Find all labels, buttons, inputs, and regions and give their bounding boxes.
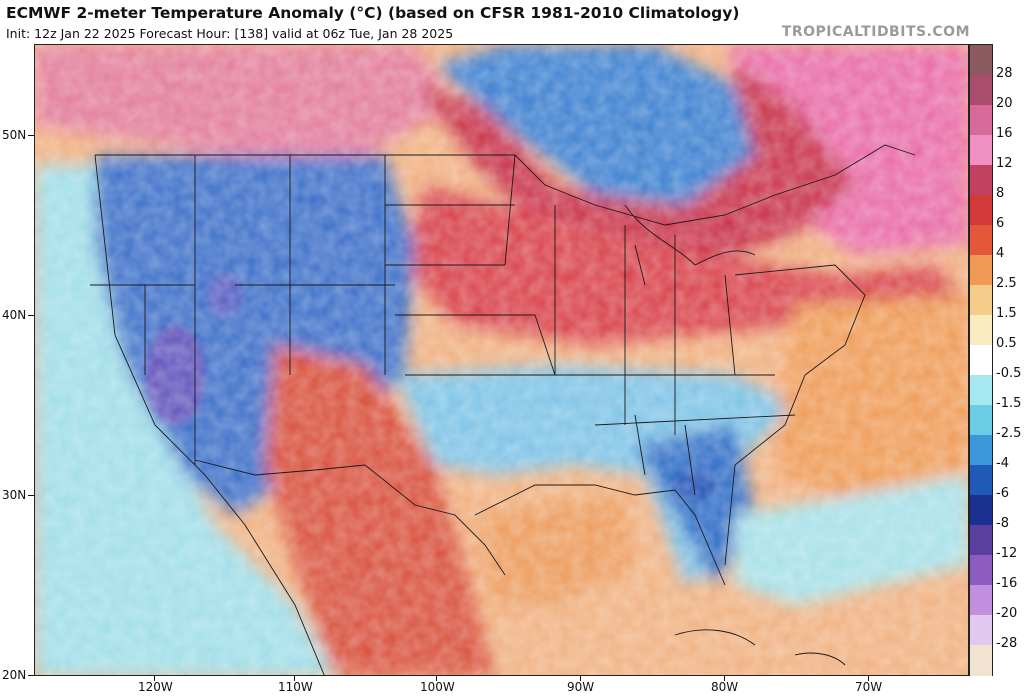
state-lines-east (554, 205, 796, 496)
lon-tick (436, 676, 437, 681)
us-canada-border (95, 144, 916, 226)
colorbar-level-label: -8 (996, 516, 1009, 531)
colorbar-swatch (970, 345, 992, 376)
colorbar-swatch (970, 165, 992, 196)
lon-label-90w: 90W (567, 680, 595, 694)
colorbar-swatch (970, 435, 992, 466)
political-borders (90, 144, 916, 675)
colorbar-level-label: 20 (996, 96, 1013, 111)
colorbar-swatch (970, 285, 992, 316)
map-title: ECMWF 2-meter Temperature Anomaly (°C) (… (6, 4, 740, 22)
colorbar-level-label: 28 (996, 66, 1013, 81)
colorbar-swatch (970, 45, 992, 76)
colorbar-level-label: 0.5 (996, 336, 1017, 351)
lat-label-20n: 20N (2, 668, 27, 682)
lon-tick (154, 676, 155, 681)
colorbar-swatch (970, 225, 992, 256)
colorbar-swatch (970, 465, 992, 496)
colorbar-level-label: 8 (996, 186, 1005, 201)
colorbar-level-label: -1.5 (996, 396, 1022, 411)
colorbar-swatch (970, 555, 992, 586)
colorbar-swatch (970, 105, 992, 136)
gulf-coast (474, 484, 726, 586)
colorbar-swatch (970, 135, 992, 166)
colorbar-swatch (970, 615, 992, 646)
colorbar-swatch (970, 495, 992, 526)
lat-tick (28, 495, 34, 496)
anomaly-map-canvas (35, 45, 968, 675)
colorbar (969, 44, 993, 676)
lat-tick (28, 675, 34, 676)
colorbar-swatch (970, 645, 992, 676)
colorbar-swatch (970, 525, 992, 556)
colorbar-swatch (970, 75, 992, 106)
colorbar-level-label: 12 (996, 156, 1013, 171)
lat-label-30n: 30N (2, 488, 27, 502)
anomaly-map (34, 44, 969, 676)
colorbar-level-label: -28 (996, 636, 1018, 651)
us-mexico-border (194, 459, 506, 576)
lon-label-120w: 120W (138, 680, 173, 694)
pacific-coast (94, 154, 325, 675)
colorbar-level-label: 16 (996, 126, 1013, 141)
colorbar-swatch (970, 195, 992, 226)
colorbar-swatch (970, 255, 992, 286)
colorbar-level-label: -4 (996, 456, 1009, 471)
atlantic-coast (724, 264, 866, 566)
state-lines-plains (385, 154, 556, 376)
lon-label-70w: 70W (855, 680, 883, 694)
colorbar-level-label: -12 (996, 546, 1018, 561)
caribbean-islands (674, 629, 846, 666)
colorbar-swatch (970, 315, 992, 346)
colorbar-level-label: 1.5 (996, 306, 1017, 321)
colorbar-level-label: -20 (996, 606, 1018, 621)
lat-tick (28, 135, 34, 136)
lon-label-100w: 100W (420, 680, 455, 694)
lon-label-80w: 80W (711, 680, 739, 694)
lon-tick (294, 676, 295, 681)
colorbar-swatch (970, 585, 992, 616)
colorbar-swatch (970, 375, 992, 406)
lon-label-110w: 110W (278, 680, 313, 694)
lat-label-40n: 40N (2, 308, 27, 322)
colorbar-level-label: 4 (996, 246, 1005, 261)
lat-tick (28, 315, 34, 316)
great-lakes (624, 204, 756, 286)
map-subtitle: Init: 12z Jan 22 2025 Forecast Hour: [13… (6, 26, 454, 41)
lon-tick (580, 676, 581, 681)
colorbar-level-label: -2.5 (996, 426, 1022, 441)
colorbar-level-label: 2.5 (996, 276, 1017, 291)
lon-tick (868, 676, 869, 681)
colorbar-level-label: -0.5 (996, 366, 1022, 381)
lon-tick (724, 676, 725, 681)
colorbar-level-label: -16 (996, 576, 1018, 591)
colorbar-level-label: -6 (996, 486, 1009, 501)
credit-text: TROPICALTIDBITS.COM (781, 24, 970, 40)
colorbar-level-label: 6 (996, 216, 1005, 231)
colorbar-swatch (970, 405, 992, 436)
lat-label-50n: 50N (2, 128, 27, 142)
texture-overlay (35, 45, 968, 675)
